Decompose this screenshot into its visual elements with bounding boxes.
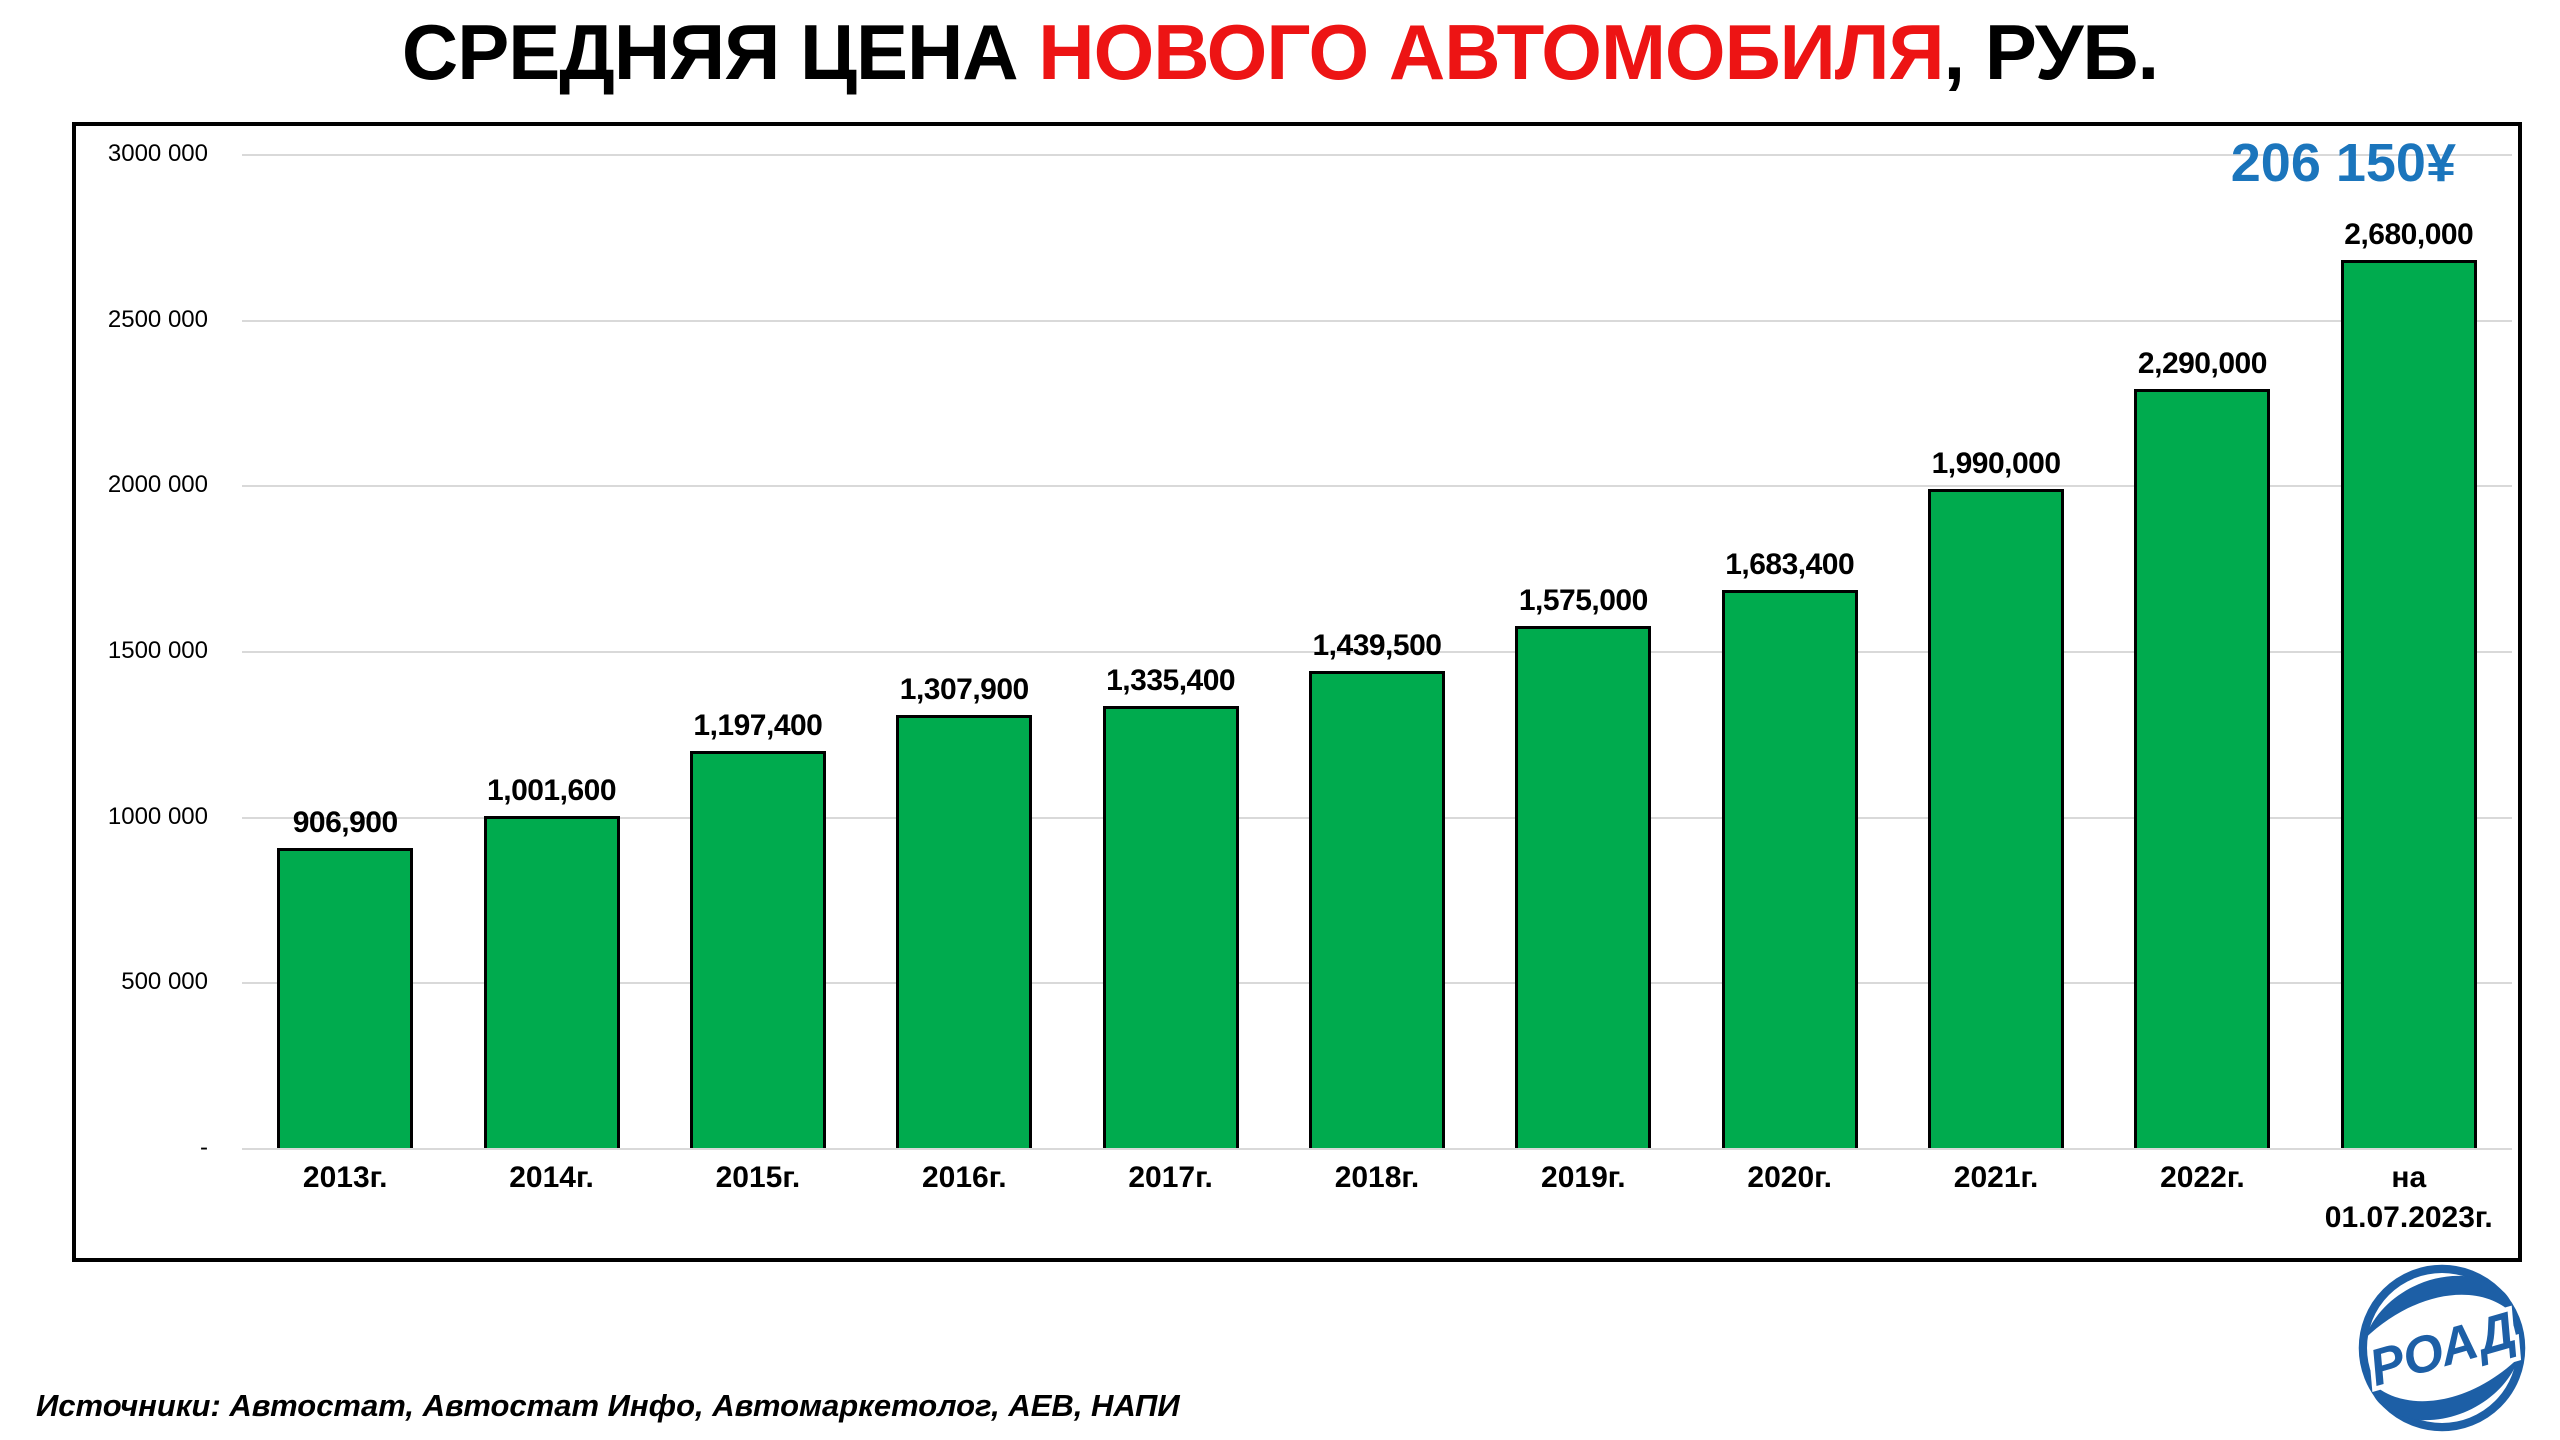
gridline — [242, 320, 2512, 322]
x-axis-category-label: 2014г. — [509, 1161, 594, 1194]
x-axis-category-label: на 01.07.2023г. — [2324, 1161, 2493, 1234]
y-axis-tick-label: 500 000 — [121, 968, 208, 995]
road-logo-top-swoosh — [2364, 1275, 2513, 1339]
bar-value-label: 2,290,000 — [2137, 347, 2267, 380]
bar-slot: 1,335,400 — [1067, 154, 1273, 1148]
bar-value-label: 1,439,500 — [1312, 629, 1442, 662]
bar-value-label: 1,001,600 — [487, 774, 617, 807]
x-axis-category-label: 2020г. — [1747, 1161, 1832, 1194]
y-axis-tick-label: 1500 000 — [107, 637, 208, 664]
x-axis-category-label: 2021г. — [1953, 1161, 2039, 1194]
bar-value-label: 1,335,400 — [1106, 664, 1236, 697]
y-axis-tick-label: 2000 000 — [107, 471, 208, 498]
x-axis-category-label: 2013г. — [302, 1161, 388, 1194]
bar-value-label: 906,900 — [292, 806, 398, 839]
gridline — [242, 485, 2512, 487]
bar-slot: 1,439,500 — [1274, 154, 1480, 1148]
title-highlight: НОВОГО АВТОМОБИЛЯ — [1038, 8, 1944, 96]
bar-slot: 1,990,000 — [1893, 154, 2099, 1148]
bar — [1308, 671, 1445, 1148]
road-logo-bottom-swoosh — [2371, 1357, 2520, 1421]
gridline — [242, 1148, 2512, 1150]
gridline — [242, 154, 2512, 156]
chart-plot-area: 3000 000 2500 000 2000 000 1500 000 1000 000… — [72, 122, 2522, 1262]
y-axis-tick-label: 3000 000 — [107, 140, 208, 167]
title-suffix: , РУБ. — [1943, 8, 2160, 96]
yuan-price-annotation: 206 150¥ — [2230, 133, 2456, 193]
road-logo: РОАД — [2358, 1264, 2526, 1432]
bar-value-label: 1,307,900 — [899, 673, 1029, 706]
bar-value-label: 2,680,000 — [2344, 218, 2474, 251]
bar — [1721, 590, 1858, 1148]
bar-value-label: 1,575,000 — [1518, 584, 1648, 617]
bar-slot: 2,680,000 — [2306, 154, 2512, 1148]
bar — [2134, 389, 2271, 1148]
x-axis-category-label: 2022г. — [2160, 1161, 2245, 1194]
bar-slot: 1,307,900 — [861, 154, 1067, 1148]
page-title: СРЕДНЯЯ ЦЕНА НОВОГО АВТОМОБИЛЯ, РУБ. — [0, 6, 2560, 100]
bar — [1928, 489, 2065, 1148]
bar-slot: 906,900 — [242, 154, 448, 1148]
x-axis-category-label: 2015г. — [715, 1161, 801, 1194]
bar-value-label: 1,197,400 — [693, 709, 823, 742]
bar-value-label: 1,683,400 — [1725, 548, 1855, 581]
x-axis-category-label: 2019г. — [1541, 1161, 1626, 1194]
gridline — [242, 651, 2512, 653]
sources-note: Источники: Автостат, Автостат Инфо, Авто… — [36, 1388, 1180, 1423]
x-axis-category-label: 2016г. — [921, 1161, 1007, 1194]
bar-series: 906,900 1,001,600 1,197,400 1,307,900 1,335,… — [242, 154, 2512, 1148]
bar — [1102, 706, 1239, 1148]
bar-slot: 1,575,000 — [1480, 154, 1686, 1148]
bar — [277, 848, 414, 1148]
bar — [483, 816, 620, 1148]
bar-slot: 1,001,600 — [448, 154, 654, 1148]
bar-value-label: 1,990,000 — [1931, 447, 2061, 480]
bar — [1515, 626, 1652, 1148]
y-axis-tick-label: 1000 000 — [107, 803, 208, 830]
x-axis-category-label: 2017г. — [1128, 1161, 1213, 1194]
y-axis-tick-label: - — [200, 1134, 208, 1161]
y-axis-tick-label: 2500 000 — [107, 306, 208, 333]
bar-slot: 2,290,000 — [2099, 154, 2305, 1148]
bar — [896, 715, 1033, 1148]
bar — [2340, 260, 2477, 1148]
bar — [689, 751, 826, 1148]
x-axis-labels: 2013г. 2014г. 2015г. 2016г. 2017г. 2018г. 2019… — [242, 1158, 2512, 1237]
bar-slot: 1,683,400 — [1687, 154, 1893, 1148]
x-axis-category-label: 2018г. — [1334, 1161, 1420, 1194]
title-prefix: СРЕДНЯЯ ЦЕНА — [401, 8, 1039, 96]
bar-slot: 1,197,400 — [655, 154, 861, 1148]
